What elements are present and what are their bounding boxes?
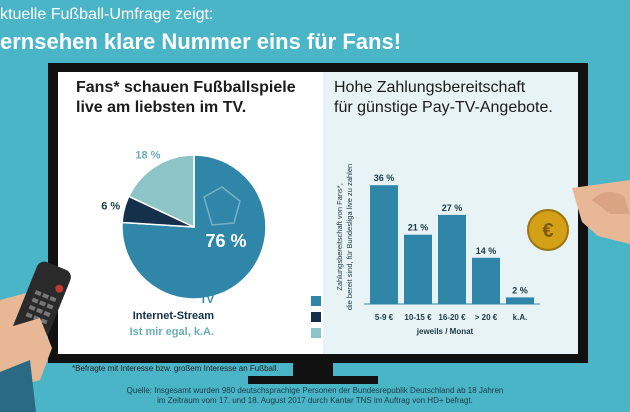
pie-value-label: 18 % [135,149,160,161]
tv-screen: Fans* schauen Fußballspiele live am lieb… [58,72,578,373]
bar-category-label: 5-9 € [375,313,394,322]
source-note: Quelle: Insgesamt wurden 980 deutschspra… [0,386,630,406]
ball-seam-decoration [203,186,241,226]
header-line-1: ktuelle Fußball-Umfrage zeigt: [0,6,214,23]
left-title-line-2: live am liebsten im TV. [76,99,247,116]
legend-label-egal: Ist mir egal, k.A. [129,326,214,338]
bar-value-label: 27 % [442,203,463,213]
right-title-line-2: für günstige Pay-TV-Angebote. [334,99,553,116]
bar-category-label: 16-20 € [438,313,466,322]
footnote: *Befragte mit Interesse bzw. großem Inte… [72,364,279,373]
charts-canvas: 76 % 6 % 18 % 36 % 5-9 € 21 % 10-15 € 27 % 16-20… [101,149,540,336]
bar-category-label: > 20 € [475,313,498,322]
pie-slice [127,154,195,229]
bar-value-label: 2 % [512,285,528,295]
bar-y-axis-label-line-2: die bereit sind, für Bundesliga live zu … [345,164,354,310]
bar [472,257,500,304]
left-panel-title: Fans* schauen Fußballspiele live am lieb… [76,78,296,118]
tv-stand [293,363,333,377]
tv-base [248,376,378,384]
right-panel-title: Hohe Zahlungsbereitschaft für günstige P… [334,78,553,118]
legend-swatch-tv [311,296,321,306]
source-line-2: im Zeitraum vom 17. und 18. August 2017 … [157,396,473,405]
left-title-line-1: Fans* schauen Fußballspiele [76,79,296,96]
bar [438,214,466,304]
legend-label-stream: Internet-Stream [132,310,214,322]
bar-y-axis-label-line-1: Zahlungsbereitschaft von Fans*, [335,183,344,291]
pie-value-label: 6 % [101,201,120,213]
legend-swatch-stream [311,312,321,322]
pie-value-label: 76 % [205,231,246,251]
bar-category-label: 10-15 € [404,313,432,322]
bar [506,297,534,304]
source-line-1: Quelle: Insgesamt wurden 980 deutschspra… [126,386,504,395]
bar [404,234,432,304]
legend-swatch-egal [311,328,321,338]
right-title-line-1: Hohe Zahlungsbereitschaft [334,79,526,96]
bar [370,185,398,304]
legend-label-tv: TV [199,294,214,306]
bar-value-label: 14 % [476,246,497,256]
bar-value-label: 36 % [374,173,395,183]
bar-category-label: k.A. [513,313,528,322]
bar-x-axis-label: jeweils / Monat [416,327,474,336]
header-line-2: ernsehen klare Nummer eins für Fans! [0,29,402,54]
bar-value-label: 21 % [408,223,429,233]
